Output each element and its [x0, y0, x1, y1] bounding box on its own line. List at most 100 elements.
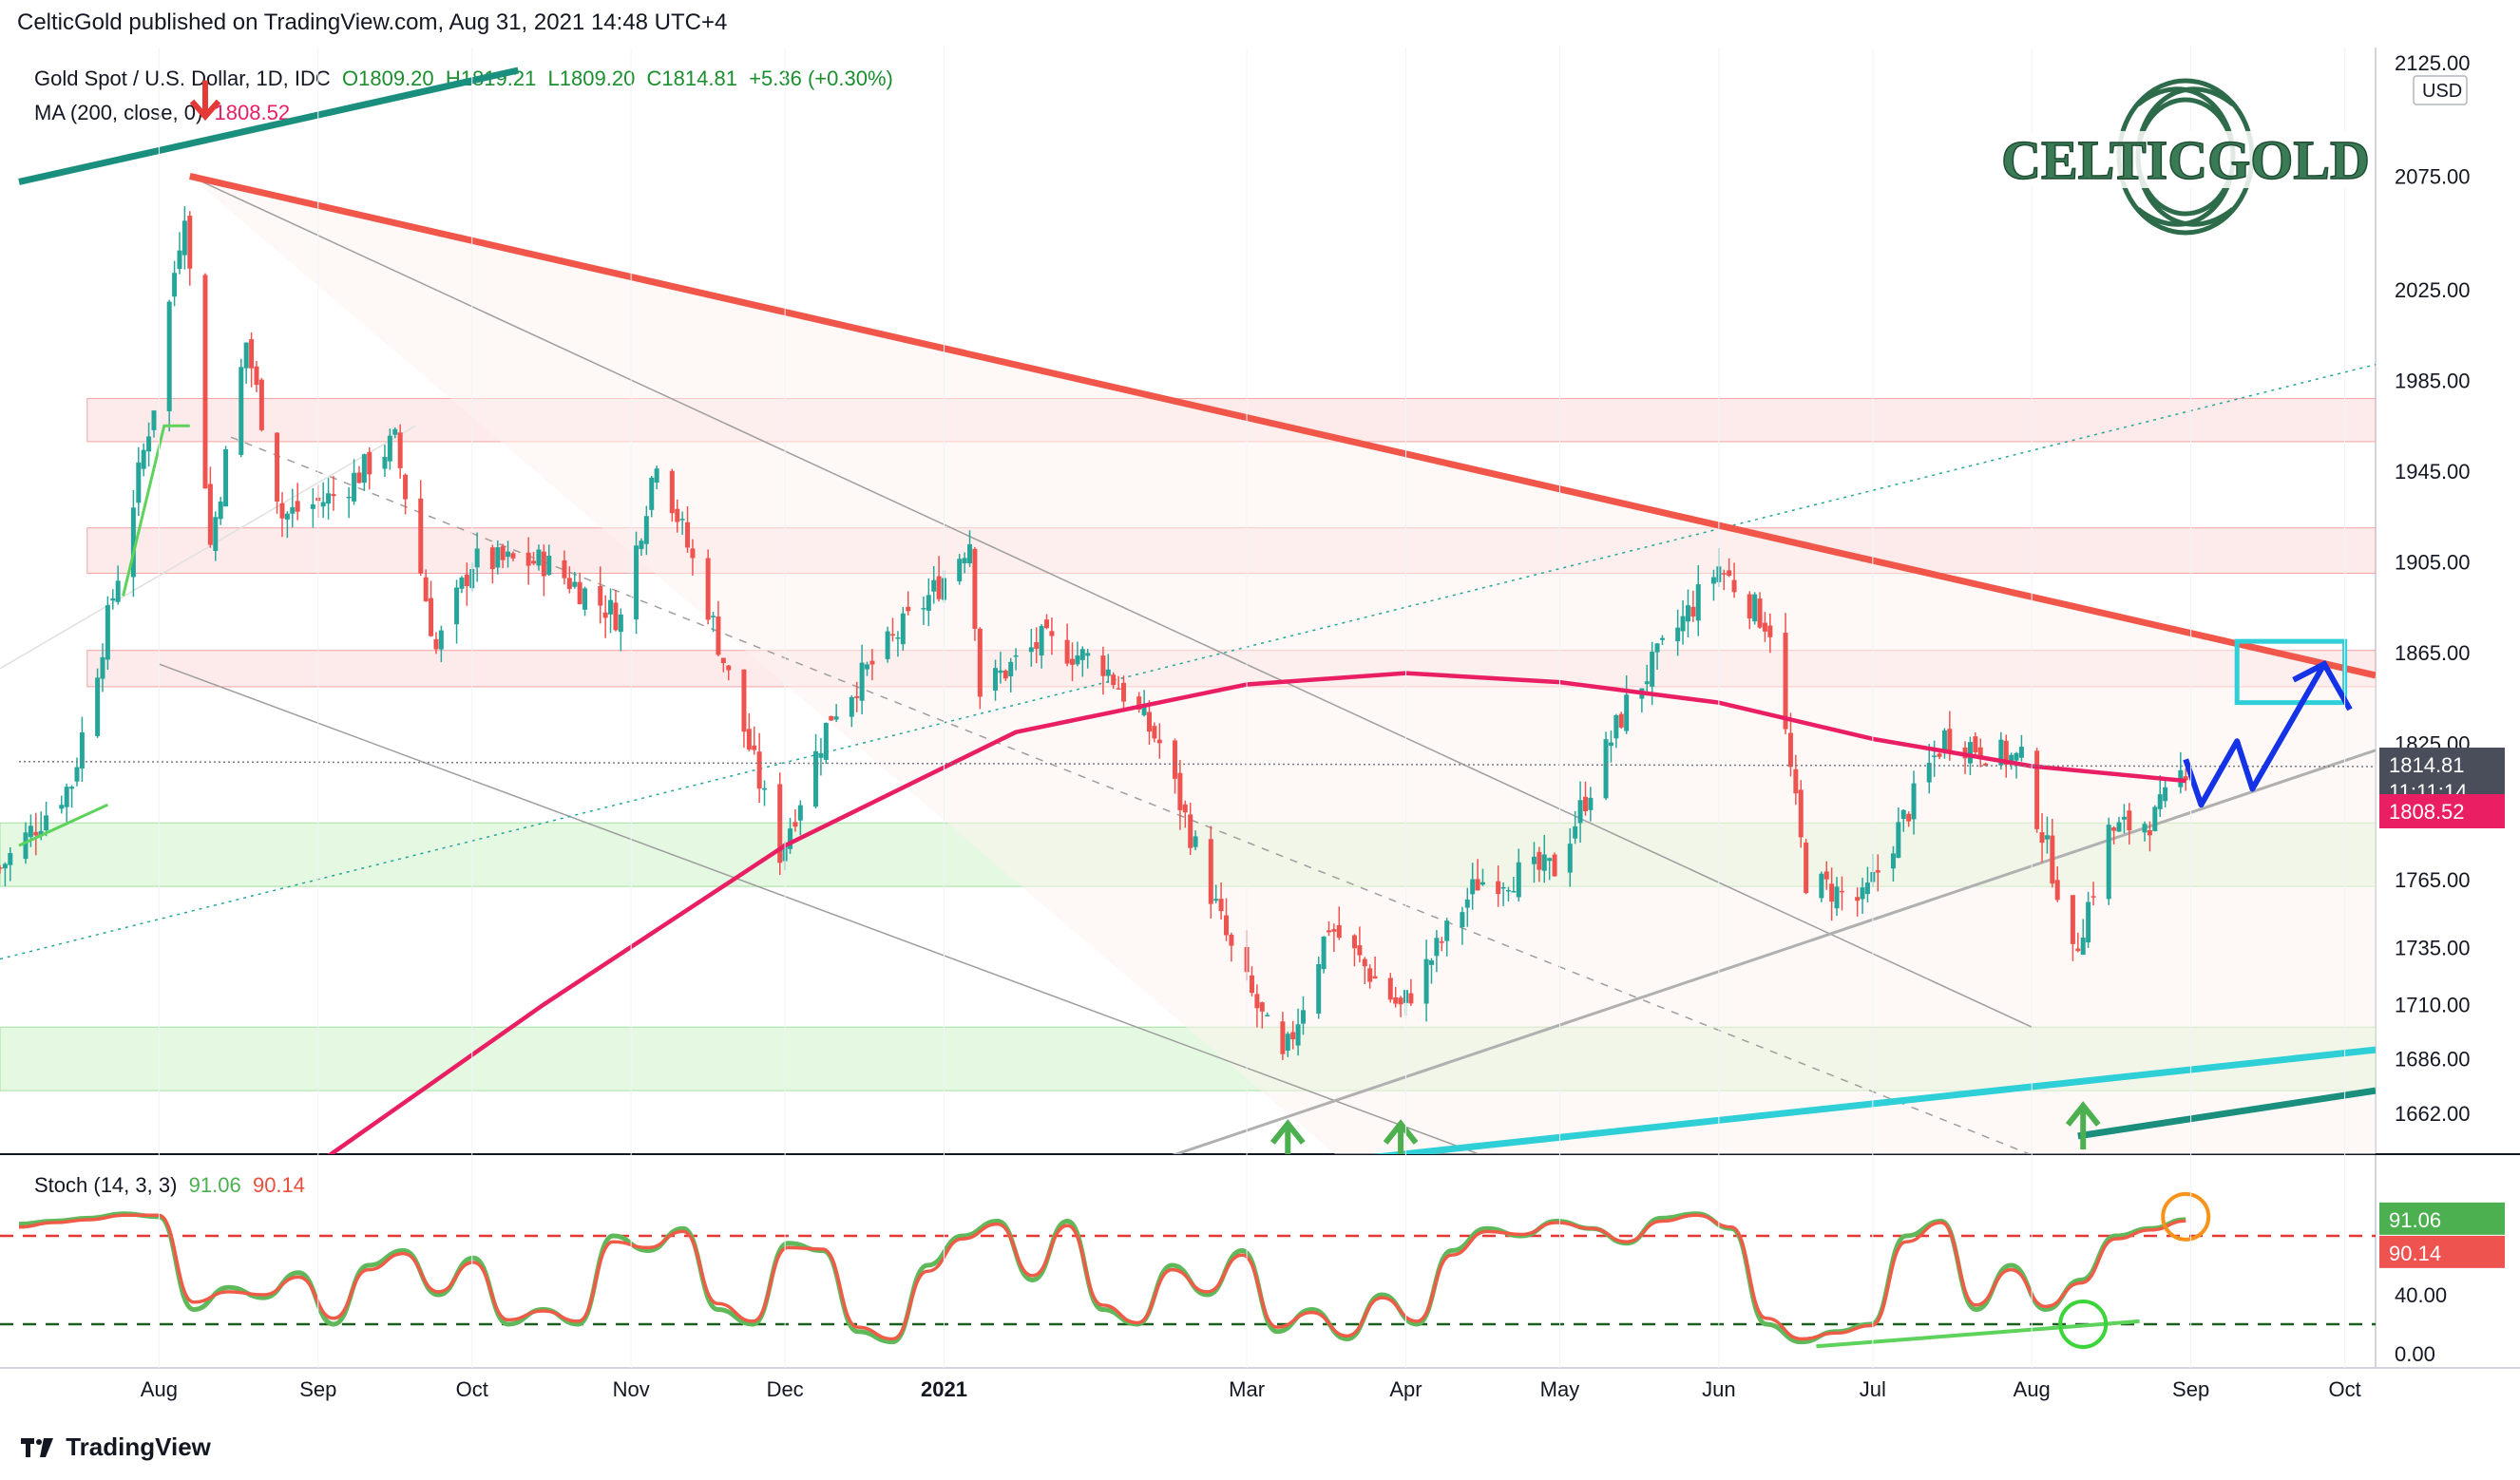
candle-body: [869, 660, 875, 665]
candle-body: [1932, 755, 1938, 757]
candle-body: [258, 379, 264, 430]
candle-body: [1393, 997, 1399, 1004]
time-tick-label: May: [1540, 1377, 1580, 1401]
candle-body: [813, 750, 819, 807]
candle-body: [2, 863, 8, 869]
candle-body: [1573, 825, 1578, 839]
candle-body: [2003, 740, 2009, 765]
candle-body: [1900, 809, 1906, 820]
candle-body: [1218, 899, 1224, 912]
candle-body: [1460, 912, 1465, 928]
candle-body: [562, 560, 567, 579]
candle-body: [1295, 1024, 1301, 1046]
price-tick-label: 1710.00: [2395, 993, 2471, 1016]
candle-body: [854, 695, 860, 698]
symbol-legend: Gold Spot / U.S. Dollar, 1D, IDC O1809.2…: [34, 66, 893, 91]
candle-body: [777, 784, 783, 863]
candle-body: [921, 608, 926, 610]
candle-body: [1710, 577, 1716, 584]
candle-body: [2090, 896, 2096, 898]
candle-body: [23, 832, 29, 860]
time-tick-label: Jun: [1702, 1377, 1735, 1401]
time-tick-label: Sep: [299, 1377, 336, 1401]
rising-support-line: [1371, 1046, 2376, 1154]
candle-body: [2039, 832, 2045, 844]
candle-body: [797, 805, 803, 821]
candle-body: [1387, 977, 1393, 1000]
candle-body: [967, 543, 973, 564]
candle-body: [1444, 920, 1450, 941]
price-tick-label: 2125.00: [2395, 51, 2471, 75]
candle-body: [2014, 752, 2019, 761]
price-tick-label: 2075.00: [2395, 164, 2471, 188]
candle-body: [1249, 975, 1254, 994]
candle-body: [1603, 739, 1609, 799]
candle-body: [172, 273, 178, 297]
candle-body: [2121, 816, 2127, 820]
rising-gray-support: [1172, 749, 2376, 1154]
candle-body: [44, 815, 49, 831]
candle-body: [685, 522, 691, 548]
candle-body: [418, 498, 424, 574]
candle-body: [489, 547, 495, 570]
candle-body: [1757, 598, 1763, 628]
candle-body: [2147, 829, 2152, 836]
price-tick-label: 1735.00: [2395, 937, 2471, 960]
ma-200-line: [327, 671, 2186, 1154]
publisher-line: CelticGold published on TradingView.com,…: [17, 9, 727, 36]
candle-body: [433, 638, 439, 650]
candle-body: [1531, 856, 1537, 864]
candle-body: [746, 729, 752, 750]
candle-body: [829, 715, 834, 721]
stoch-legend: Stoch (14, 3, 3) 91.06 90.14: [34, 1173, 305, 1198]
candle-body: [464, 574, 469, 587]
candle-body: [1434, 938, 1440, 957]
candle-body: [525, 552, 531, 566]
footer-brand-text: TradingView: [66, 1433, 211, 1461]
candle-body: [1613, 715, 1619, 739]
candle-body: [454, 587, 460, 625]
candle-body: [1752, 594, 1758, 622]
candle-body: [1223, 915, 1229, 936]
time-tick-label: Apr: [1389, 1377, 1422, 1401]
candle-body: [146, 436, 152, 452]
price-tick-label: 1662.00: [2395, 1102, 2471, 1126]
candle-body: [382, 456, 388, 469]
candle-body: [1351, 935, 1357, 949]
candle-body: [1362, 958, 1367, 967]
candle-body: [1496, 881, 1501, 895]
candle-body: [1690, 606, 1696, 617]
candle-body: [1285, 1034, 1290, 1052]
candle-body: [1044, 619, 1050, 629]
last-price-badge-text: 1814.81: [2389, 753, 2465, 777]
candle-body: [643, 516, 649, 544]
candle-body: [1100, 655, 1106, 676]
candle-body: [756, 751, 762, 789]
candle-body: [115, 580, 121, 602]
candle-body: [1618, 713, 1624, 728]
candle-body: [1547, 858, 1553, 862]
ma-label: MA (200, close, 0): [34, 101, 203, 124]
candle-body: [100, 656, 105, 679]
currency-label: USD: [2422, 81, 2462, 102]
candle-body: [181, 220, 187, 256]
candle-body: [356, 472, 362, 484]
candle-body: [1208, 839, 1213, 904]
candle-body: [1428, 959, 1434, 965]
tradingview-logo-icon: [21, 1438, 53, 1457]
candle-body: [1280, 1021, 1286, 1054]
forecast-arrow-head: [2292, 660, 2353, 712]
candle-body: [2142, 824, 2148, 833]
candle-body: [1008, 661, 1014, 677]
candle-body: [1937, 753, 1942, 757]
candle-body: [1864, 882, 1870, 895]
stoch-tick-label: 0.00: [2395, 1342, 2435, 1366]
candle-body: [679, 519, 685, 521]
candle-body: [1787, 732, 1793, 768]
candle-body: [141, 449, 146, 469]
candle-body: [177, 250, 182, 270]
candle-body: [1911, 783, 1917, 820]
candle-body: [1839, 890, 1844, 893]
candle-body: [2111, 827, 2117, 831]
candle-body: [1967, 742, 1973, 764]
